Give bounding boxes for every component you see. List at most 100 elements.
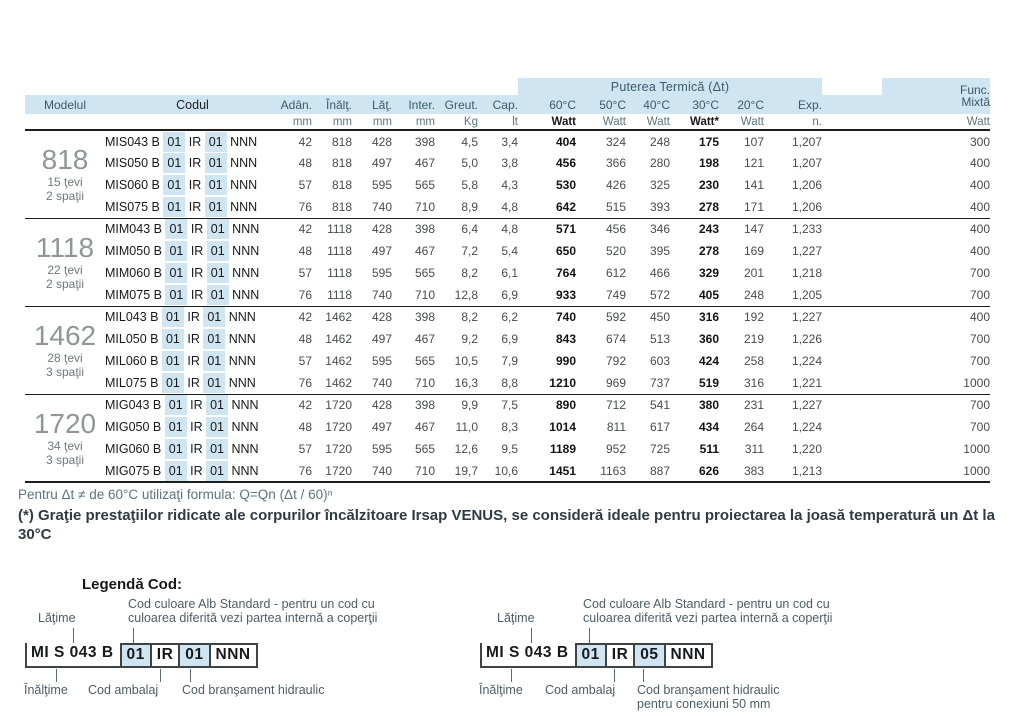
value-cell: 175 [698,134,719,149]
value-cell: 1,224 [791,354,822,368]
value-cell: 428 [371,134,392,149]
value-cell: 1,207 [791,134,822,149]
value-cell: 398 [392,393,435,416]
model-group-cell: 1118 22 ţevi 2 spaţii [25,217,105,306]
col-header-60c: 60°C [518,95,576,114]
color-code-label-line1: Cod culoare Alb Standard - pentru un cod… [583,597,830,611]
value-cell: 7,2 [461,244,478,258]
formula-note: Pentru Δt ≠ de 60°C utilizaţi formula: Q… [18,487,333,502]
value-cell: 428 [352,217,392,240]
col-header-30c: 30°C [670,95,719,114]
value-cell: 595 [371,266,392,280]
value-cell: 764 [555,266,576,280]
value-cell: 398 [392,217,435,240]
value-cell: 700 [969,266,990,280]
value-cell: 811 [606,420,626,434]
value-cell: 520 [605,244,626,258]
value-cell: 10,6 [494,463,518,478]
value-cell: 565 [414,442,435,456]
unit-empty [25,114,105,131]
table-row: MIG075 B 01 IR 01 NNN 76 1720 740 710 19,7 10,… [25,460,990,482]
value-cell: 1720 [325,463,352,478]
value-cell: 12,6 [454,442,478,456]
package-label: Cod ambalaj [88,683,159,697]
code-highlight: 01 [163,131,186,152]
code-segment-package: IR [149,643,179,666]
code-highlight: 01 [165,284,188,305]
legend-title: Legendă Cod: [82,576,182,593]
model-number: 1118 [35,232,95,263]
product-code: MIS060 B 01 IR 01 NNN [105,174,280,196]
pointer-line-width [73,628,74,643]
value-cell: 3,8 [501,156,518,170]
code-highlight: 01 [204,196,227,217]
value-cell: 5,8 [461,178,478,192]
value-cell: 201 [743,266,764,280]
value-cell: 887 [649,463,670,478]
table-row: MIS060 B 01 IR 01 NNN 57 818 595 565 5,8 4,3 53… [25,174,990,196]
value-cell: 57 [298,178,312,192]
color-code-label: Cod culoare Alb Standard - pentru un cod… [128,597,377,625]
product-code: MIM075 B 01 IR 01 NNN [105,284,280,306]
value-cell: 1,207 [791,156,822,170]
pointer-line-color [589,628,590,643]
value-cell: 700 [969,332,990,346]
product-code: MIG043 B 01 IR 01 NNN [105,393,280,416]
value-cell: 700 [969,354,990,368]
value-cell: 1,221 [791,375,822,390]
value-cell: 346 [626,217,670,240]
value-cell: 1,218 [791,266,822,280]
value-cell: 243 [670,217,719,240]
value-cell: 1000 [963,375,990,390]
value-cell: 1720 [325,442,352,456]
table-row: MIG060 B 01 IR 01 NNN 57 1720 595 565 12,6 9,5… [25,438,990,460]
value-cell: 740 [371,463,392,478]
unit-watt-30: Watt* [670,114,719,131]
value-cell: 6,2 [478,305,518,328]
code-highlight: 01 [164,460,187,481]
value-cell: 952 [605,442,626,456]
value-cell: 48 [298,156,312,170]
table-body: 818 15 ţevi 2 spaţii MIS043 B 01 IR 01 NNN 4… [25,130,990,482]
value-cell: 1,233 [764,217,822,240]
spacer-cell [822,460,882,482]
value-cell: 258 [743,354,764,368]
value-cell: 1000 [963,463,990,478]
code-highlight: 01 [163,196,186,217]
value-cell: 5,0 [461,156,478,170]
value-cell: 5,4 [501,244,518,258]
col-header-inalt: Înălţ. [312,95,352,114]
col-header-40c: 40°C [626,95,670,114]
product-code: MIS050 B 01 IR 01 NNN [105,152,280,174]
model-tubes: 15 ţevi [47,175,83,190]
value-cell: 11,0 [455,420,478,434]
color-code-label: Cod culoare Alb Standard - pentru un cod… [583,597,832,625]
value-cell: 57 [298,442,312,456]
unit-watt-40: Watt [626,114,670,131]
col-header-lat: Lăţ. [352,95,392,114]
value-cell: 990 [555,354,576,368]
code-highlight: 01 [204,153,227,173]
value-cell: 818 [331,156,352,170]
spacer-cell [822,416,882,438]
hydraulic-label-line2: pentru conexiuni 50 mm [637,697,771,711]
value-cell: 311 [744,442,764,456]
spacer-cell [822,305,882,328]
value-cell: 428 [352,393,392,416]
code-highlight: 01 [206,460,229,481]
code-segment-color: 01 [574,643,605,666]
code-highlight: 01 [163,175,186,195]
value-cell: 710 [414,463,435,478]
value-cell: 426 [605,178,626,192]
value-cell: 1189 [549,442,576,456]
value-cell: 1,227 [764,393,822,416]
model-spaces: 2 spaţii [45,277,85,291]
value-cell: 393 [649,199,670,214]
code-highlight: 01 [163,153,186,173]
model-spaces: 2 spaţii [45,189,85,204]
pointer-line-width [531,628,532,643]
code-highlight: 01 [161,372,184,393]
code-highlight: 01 [206,439,229,459]
value-cell: 76 [298,463,312,478]
value-cell: 1118 [327,266,352,280]
